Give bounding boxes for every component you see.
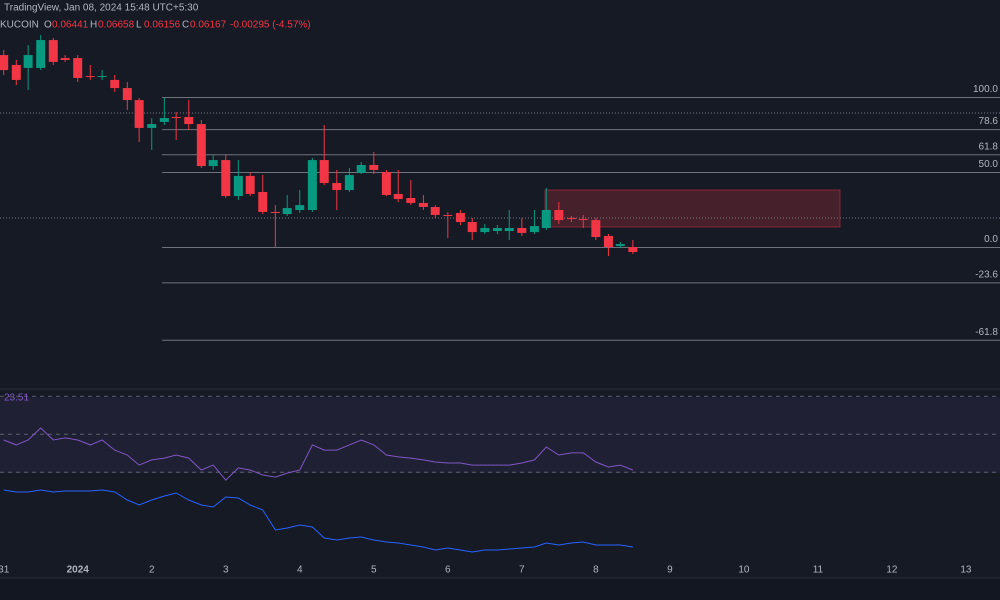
ohlc-label: C	[182, 20, 189, 31]
candle-body	[221, 160, 231, 197]
candle-body	[0, 55, 9, 71]
candle-body	[48, 40, 58, 62]
x-tick-label: 5	[371, 565, 377, 576]
ohlc-label: L	[136, 20, 142, 31]
indicator-line	[3, 489, 633, 553]
candle-body	[591, 220, 601, 237]
candle-body	[208, 160, 218, 167]
candle-body	[258, 192, 268, 212]
candle-body	[430, 207, 440, 215]
candle-body	[566, 217, 576, 219]
candle-body	[110, 79, 120, 89]
ohlc-label: H	[90, 20, 97, 31]
x-tick-label: 4	[297, 565, 303, 576]
candle-body	[615, 244, 625, 246]
candle-body	[159, 118, 169, 122]
x-tick-label: 6	[445, 565, 451, 576]
candle-body	[282, 208, 292, 215]
candle-body	[171, 117, 181, 119]
indicator-line	[3, 427, 634, 481]
ohlc-label: O	[44, 20, 52, 31]
candle-body	[97, 76, 107, 78]
fib-label: 61.8	[979, 141, 999, 152]
candle-body	[455, 213, 465, 222]
exchange: KUCOIN	[0, 20, 39, 31]
x-tick-label: 3	[223, 565, 229, 576]
candle-body	[23, 55, 33, 68]
candle-body	[11, 64, 21, 80]
fib-label: 0.0	[984, 234, 998, 245]
bottom-bar	[0, 578, 1000, 600]
ohlc: O 0.06441 H 0.06658 L 0.06156 C 0.06167 -0.00295…	[44, 20, 311, 31]
x-tick-label: 7	[519, 565, 525, 576]
candle-body	[245, 175, 255, 194]
candle-body	[517, 228, 527, 233]
candle-body	[578, 219, 588, 221]
candle-body	[628, 247, 638, 252]
ohlc-value: 0.06156	[144, 20, 181, 31]
zone	[544, 189, 841, 228]
candle-body	[393, 193, 403, 200]
x-tick-label: 11	[813, 565, 824, 576]
candle-body	[467, 222, 477, 233]
candle-body	[492, 228, 502, 231]
candle-body	[344, 175, 354, 191]
fib-label: -23.6	[975, 270, 998, 281]
candle-body	[480, 228, 490, 233]
ohlc-value: 0.06167	[190, 20, 227, 31]
candle-body	[36, 40, 46, 68]
candle-body	[60, 58, 70, 60]
x-tick-label: 9	[667, 565, 673, 576]
candle-body	[443, 214, 453, 216]
candle-body	[406, 198, 416, 203]
candle-body	[332, 183, 342, 191]
candle-body	[85, 76, 95, 78]
candle-body	[369, 165, 379, 170]
candle-body	[184, 117, 194, 125]
x-tick-label: 2024	[67, 565, 90, 576]
rsi-band	[0, 397, 1000, 473]
fib-label: 50.0	[979, 159, 999, 170]
candle-body	[196, 124, 206, 167]
candle-body	[541, 210, 551, 228]
candle-body	[381, 172, 391, 195]
change: -0.00295 (-4.57%)	[230, 20, 311, 31]
ohlc-value: 0.06658	[98, 20, 135, 31]
fib-label: 100.0	[973, 84, 998, 95]
candle-body	[122, 88, 132, 101]
candle-body	[307, 160, 317, 210]
x-tick-label: 12	[886, 565, 898, 576]
candle-body	[504, 228, 514, 231]
x-tick-label: 2	[149, 565, 155, 576]
x-tick-label: 10	[738, 565, 750, 576]
x-tick-label: 31	[0, 565, 10, 576]
fib-label: 78.6	[979, 116, 999, 127]
x-tick-label: 8	[593, 565, 599, 576]
candle-body	[529, 226, 539, 233]
candle-body	[270, 211, 280, 213]
x-tick-label: 13	[960, 565, 972, 576]
candle-body	[295, 205, 305, 210]
candle-body	[319, 160, 329, 183]
candle-body	[134, 100, 144, 128]
candle-body	[418, 202, 428, 207]
candle-body	[73, 58, 83, 78]
candle-body	[554, 210, 564, 221]
candle-body	[147, 124, 157, 128]
source: TradingView, Jan 08, 2024 15:48 UTC+5:30	[4, 3, 199, 14]
fib-label: -61.8	[975, 327, 998, 338]
candle-body	[356, 165, 366, 173]
ohlc-value: 0.06441	[52, 20, 89, 31]
candle-body	[233, 175, 243, 197]
indicator-value: 23.51	[4, 393, 29, 404]
candle-body	[603, 235, 613, 248]
